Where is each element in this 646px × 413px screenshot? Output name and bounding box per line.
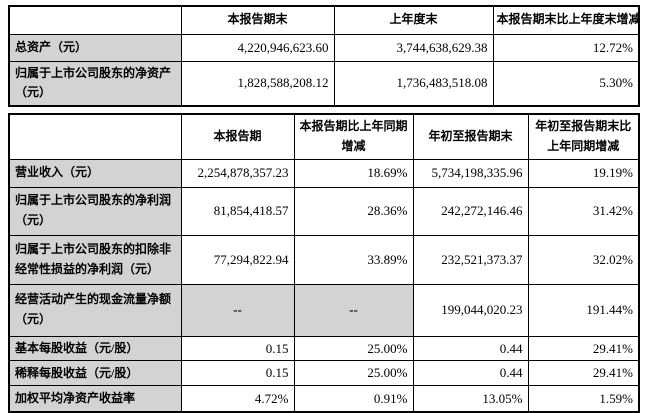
diluted-eps-yoy: 25.00%	[293, 360, 414, 387]
balance-summary-table: 本报告期末 上年度末 本报告期末比上年度末增减 总资产（元） 4,220,946…	[8, 5, 640, 108]
net-profit-ytd: 242,272,146.46	[412, 186, 529, 236]
row-net-profit-label: 归属于上市公司股东的净利润（元）	[8, 186, 182, 236]
row-basic-eps: 基本每股收益（元/股） 0.15 25.00% 0.44 29.41%	[8, 335, 640, 362]
row-operating-cash-flow: 经营活动产生的现金流量净额（元） -- -- 199,044,020.23 19…	[8, 283, 640, 337]
total-assets-change: 12.72%	[492, 33, 640, 62]
cash-flow-yoy-na: --	[293, 283, 414, 337]
t2-header-row: 本报告期 本报告期比上年同期增减 年初至报告期末 年初至报告期末比上年同期增减	[8, 113, 640, 160]
roe-current: 4.72%	[180, 385, 295, 413]
net-assets-change: 5.30%	[492, 60, 640, 107]
row-net-assets-attributable: 归属于上市公司股东的净资产（元） 1,828,588,208.12 1,736,…	[8, 60, 640, 107]
t2-header-ytd: 年初至报告期末	[412, 113, 529, 160]
diluted-eps-ytd-yoy: 29.41%	[527, 360, 640, 387]
roe-yoy: 0.91%	[293, 385, 414, 413]
revenue-yoy: 18.69%	[293, 158, 414, 188]
revenue-ytd-yoy: 19.19%	[527, 158, 640, 188]
basic-eps-ytd: 0.44	[412, 335, 529, 362]
t1-header-current-period-end: 本报告期末	[180, 5, 335, 35]
row-total-assets: 总资产（元） 4,220,946,623.60 3,744,638,629.38…	[8, 33, 640, 62]
roe-ytd: 13.05%	[412, 385, 529, 413]
cash-flow-current-na: --	[180, 283, 295, 337]
t2-header-yoy-change: 本报告期比上年同期增减	[293, 113, 414, 160]
net-assets-prior: 1,736,483,518.08	[333, 60, 494, 107]
row-net-assets-label: 归属于上市公司股东的净资产（元）	[8, 60, 182, 107]
row-net-profit-deducted-label: 归属于上市公司股东的扣除非经常性损益的净利润（元）	[8, 234, 182, 285]
row-operating-revenue-label: 营业收入（元）	[8, 158, 182, 188]
diluted-eps-ytd: 0.44	[412, 360, 529, 387]
deducted-profit-ytd-yoy: 32.02%	[527, 234, 640, 285]
row-diluted-eps: 稀释每股收益（元/股） 0.15 25.00% 0.44 29.41%	[8, 360, 640, 387]
row-operating-cash-flow-label: 经营活动产生的现金流量净额（元）	[8, 283, 182, 337]
row-operating-revenue: 营业收入（元） 2,254,878,357.23 18.69% 5,734,19…	[8, 158, 640, 188]
t2-header-ytd-yoy-change: 年初至报告期末比上年同期增减	[527, 113, 640, 160]
revenue-ytd: 5,734,198,335.96	[412, 158, 529, 188]
t1-header-empty	[8, 5, 182, 35]
row-diluted-eps-label: 稀释每股收益（元/股）	[8, 360, 182, 387]
row-weighted-avg-roe-label: 加权平均净资产收益率	[8, 385, 182, 413]
net-profit-ytd-yoy: 31.42%	[527, 186, 640, 236]
t2-header-current-period: 本报告期	[180, 113, 295, 160]
basic-eps-yoy: 25.00%	[293, 335, 414, 362]
net-profit-current: 81,854,418.57	[180, 186, 295, 236]
cash-flow-ytd: 199,044,020.23	[412, 283, 529, 337]
deducted-profit-ytd: 232,521,373.37	[412, 234, 529, 285]
results-summary-table: 本报告期 本报告期比上年同期增减 年初至报告期末 年初至报告期末比上年同期增减 …	[8, 113, 640, 413]
t1-header-prior-year-end: 上年度末	[333, 5, 494, 35]
diluted-eps-current: 0.15	[180, 360, 295, 387]
net-assets-current: 1,828,588,208.12	[180, 60, 335, 107]
row-net-profit-attributable: 归属于上市公司股东的净利润（元） 81,854,418.57 28.36% 24…	[8, 186, 640, 236]
row-basic-eps-label: 基本每股收益（元/股）	[8, 335, 182, 362]
revenue-current: 2,254,878,357.23	[180, 158, 295, 188]
row-total-assets-label: 总资产（元）	[8, 33, 182, 62]
deducted-profit-yoy: 33.89%	[293, 234, 414, 285]
t2-header-empty	[8, 113, 182, 160]
roe-ytd-yoy: 1.59%	[527, 385, 640, 413]
cash-flow-ytd-yoy: 191.44%	[527, 283, 640, 337]
basic-eps-ytd-yoy: 29.41%	[527, 335, 640, 362]
deducted-profit-current: 77,294,822.94	[180, 234, 295, 285]
basic-eps-current: 0.15	[180, 335, 295, 362]
row-weighted-avg-roe: 加权平均净资产收益率 4.72% 0.91% 13.05% 1.59%	[8, 385, 640, 413]
total-assets-current: 4,220,946,623.60	[180, 33, 335, 62]
net-profit-yoy: 28.36%	[293, 186, 414, 236]
row-net-profit-deducted: 归属于上市公司股东的扣除非经常性损益的净利润（元） 77,294,822.94 …	[8, 234, 640, 285]
total-assets-prior: 3,744,638,629.38	[333, 33, 494, 62]
t1-header-change-vs-prior-year-end: 本报告期末比上年度末增减	[492, 5, 640, 35]
t1-header-row: 本报告期末 上年度末 本报告期末比上年度末增减	[8, 5, 640, 35]
